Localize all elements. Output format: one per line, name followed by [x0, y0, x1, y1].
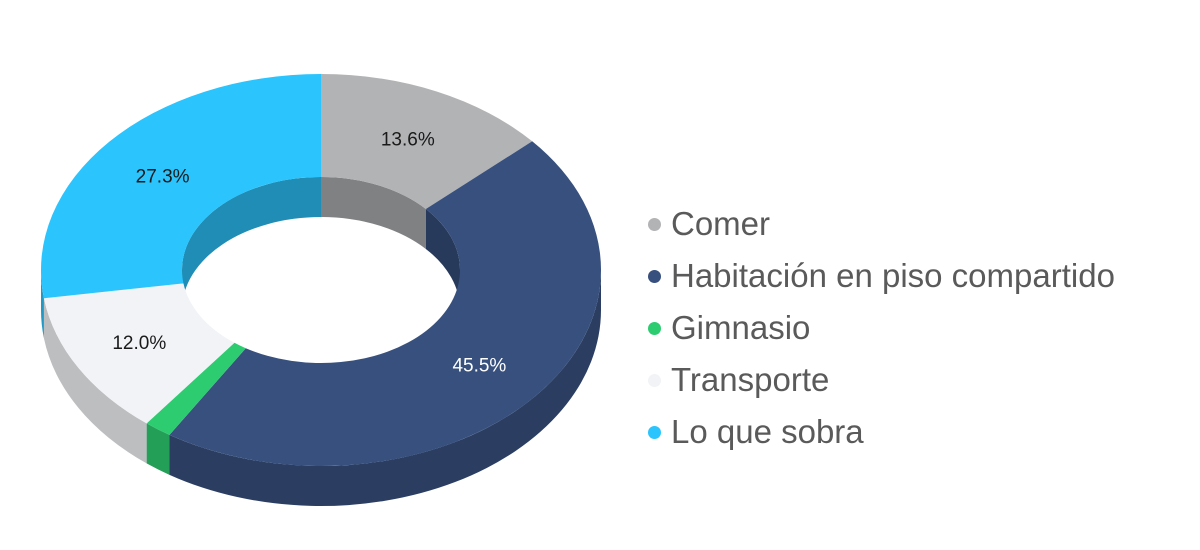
slice-lo-que-sobra — [41, 74, 322, 299]
slice-label-habitacion-en-piso-compartido: 45.5% — [452, 356, 506, 377]
donut-svg: 13.6% 45.5% 12.0% 27.3% — [41, 74, 601, 506]
slice-label-transporte: 12.0% — [112, 333, 166, 354]
slice-transporte — [43, 283, 235, 424]
legend-label-lo-que-sobra: Lo que sobra — [671, 413, 864, 450]
legend-dot-gimnasio — [648, 321, 661, 335]
legend-label-comer: Comer — [671, 205, 771, 242]
legend-label-gimnasio: Gimnasio — [671, 309, 811, 346]
legend-dot-comer — [648, 217, 661, 231]
donut-top-group — [41, 74, 601, 466]
legend-item-gimnasio: Gimnasio — [648, 302, 1115, 354]
legend-label-habitacion: Habitación en piso compartido — [671, 257, 1115, 294]
inner-wall-lo-que-sobra — [182, 177, 321, 310]
outer-wall-transporte — [43, 298, 147, 464]
slice-label-lo-que-sobra: 27.3% — [136, 167, 190, 188]
outer-wall-gimnasio — [146, 423, 170, 475]
legend: Comer Habitación en piso compartido Gimn… — [648, 198, 1115, 458]
outer-wall-lo-que-sobra — [41, 270, 44, 339]
legend-item-transporte: Transporte — [648, 354, 1115, 406]
slice-habitacion-en-piso-compartido — [169, 141, 601, 466]
slice-label-comer: 13.6% — [381, 130, 435, 151]
legend-item-habitacion: Habitación en piso compartido — [648, 250, 1115, 302]
slice-gimnasio — [146, 342, 246, 435]
inner-wall-comer — [321, 177, 426, 249]
outer-wall-habitacion-en-piso-compartido — [169, 270, 601, 506]
inner-wall-habitacion-en-piso-compartido — [425, 208, 460, 310]
donut-side-group — [41, 177, 601, 506]
donut-label-group: 13.6% 45.5% 12.0% 27.3% — [112, 130, 506, 377]
legend-dot-transporte — [648, 373, 661, 387]
legend-dot-lo-que-sobra — [648, 425, 661, 439]
slice-comer — [321, 74, 533, 209]
legend-item-lo-que-sobra: Lo que sobra — [648, 406, 1115, 458]
legend-label-transporte: Transporte — [671, 361, 830, 398]
legend-item-comer: Comer — [648, 198, 1115, 250]
legend-dot-habitacion — [648, 269, 661, 283]
